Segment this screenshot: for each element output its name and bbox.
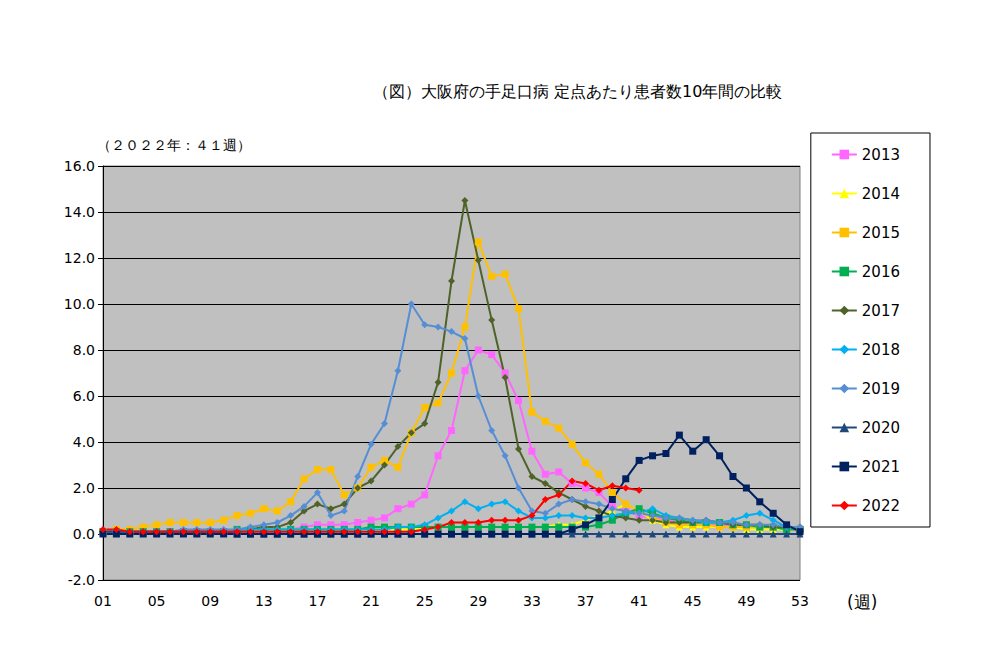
- svg-text:2020: 2020: [862, 419, 900, 437]
- svg-text:2021: 2021: [862, 458, 900, 476]
- svg-text:09: 09: [201, 593, 219, 609]
- svg-text:2015: 2015: [862, 224, 900, 242]
- svg-text:16.0: 16.0: [64, 158, 95, 174]
- svg-text:37: 37: [577, 593, 595, 609]
- svg-text:4.0: 4.0: [73, 434, 95, 450]
- svg-text:2.0: 2.0: [73, 480, 95, 496]
- svg-text:41: 41: [630, 593, 648, 609]
- svg-text:45: 45: [684, 593, 702, 609]
- svg-text:2016: 2016: [862, 263, 900, 281]
- svg-text:21: 21: [362, 593, 380, 609]
- svg-text:14.0: 14.0: [64, 204, 95, 220]
- svg-text:0.0: 0.0: [73, 526, 95, 542]
- svg-text:01: 01: [94, 593, 112, 609]
- svg-text:17: 17: [309, 593, 327, 609]
- svg-text:2013: 2013: [862, 146, 900, 164]
- svg-text:2019: 2019: [862, 380, 900, 398]
- svg-text:2017: 2017: [862, 302, 900, 320]
- svg-text:(週): (週): [847, 592, 877, 612]
- svg-text:05: 05: [148, 593, 166, 609]
- svg-text:2014: 2014: [862, 185, 900, 203]
- svg-text:12.0: 12.0: [64, 250, 95, 266]
- svg-text:13: 13: [255, 593, 273, 609]
- svg-text:33: 33: [523, 593, 541, 609]
- svg-text:2018: 2018: [862, 341, 900, 359]
- svg-text:49: 49: [737, 593, 755, 609]
- svg-text:（２０２２年：４１週）: （２０２２年：４１週）: [97, 137, 251, 153]
- svg-text:6.0: 6.0: [73, 388, 95, 404]
- svg-text:8.0: 8.0: [73, 342, 95, 358]
- svg-text:10.0: 10.0: [64, 296, 95, 312]
- svg-text:53: 53: [791, 593, 809, 609]
- svg-text:（図）大阪府の手足口病 定点あたり患者数10年間の比較: （図）大阪府の手足口病 定点あたり患者数10年間の比較: [373, 82, 782, 101]
- svg-text:25: 25: [416, 593, 434, 609]
- svg-text:-2.0: -2.0: [68, 572, 95, 588]
- svg-text:2022: 2022: [862, 497, 900, 515]
- svg-text:29: 29: [469, 593, 487, 609]
